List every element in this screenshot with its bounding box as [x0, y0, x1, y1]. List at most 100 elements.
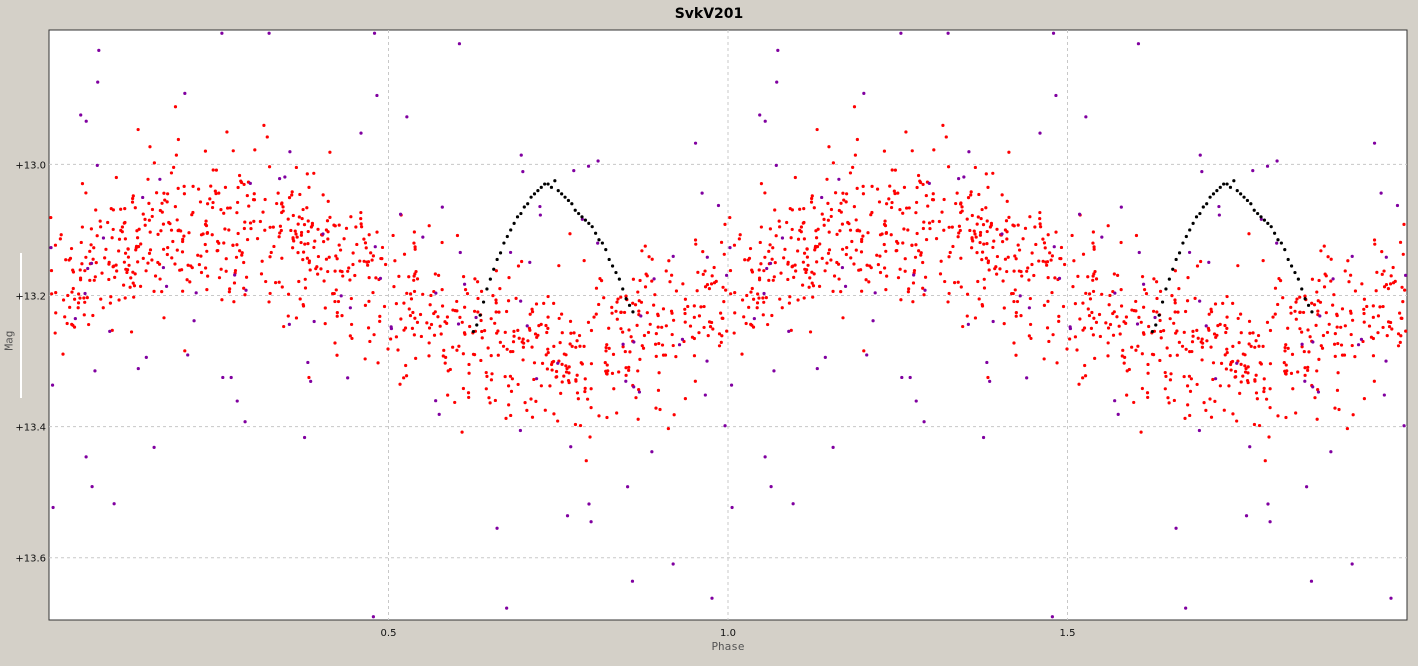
data-point	[1372, 238, 1377, 242]
data-point	[150, 258, 154, 262]
data-point	[543, 182, 547, 186]
data-point	[1115, 315, 1119, 319]
data-point	[1336, 341, 1340, 346]
data-point	[322, 240, 326, 244]
data-point	[815, 366, 819, 371]
data-point	[602, 296, 606, 300]
data-point	[1398, 311, 1402, 315]
data-point	[790, 227, 794, 232]
data-point	[1119, 240, 1123, 245]
data-point	[310, 221, 315, 225]
data-point	[1136, 344, 1140, 348]
data-point	[583, 386, 587, 390]
data-point	[702, 325, 706, 330]
data-point	[772, 275, 776, 279]
data-point	[1225, 182, 1229, 186]
data-point	[1083, 363, 1087, 368]
data-point	[623, 349, 627, 354]
data-point	[1283, 345, 1287, 350]
data-point	[1339, 325, 1343, 329]
data-point	[1057, 276, 1062, 280]
data-point	[1232, 179, 1236, 183]
data-point	[165, 200, 169, 204]
data-point	[342, 237, 346, 241]
data-point	[709, 282, 714, 286]
data-point	[806, 263, 810, 267]
data-point	[946, 165, 951, 169]
data-point	[967, 150, 971, 154]
data-point	[876, 262, 880, 267]
data-point	[167, 220, 171, 225]
data-point	[957, 224, 962, 228]
data-point	[1310, 277, 1314, 281]
data-point	[826, 218, 830, 222]
data-point	[197, 262, 201, 267]
data-point	[348, 334, 352, 338]
data-point	[597, 238, 601, 242]
data-point	[1347, 280, 1351, 284]
data-point	[705, 255, 709, 259]
data-point	[1093, 356, 1097, 360]
data-point	[84, 119, 88, 123]
data-point	[616, 297, 620, 301]
data-point	[146, 261, 150, 265]
data-point	[976, 215, 980, 219]
data-point	[719, 340, 723, 344]
data-point	[1263, 459, 1267, 463]
data-point	[117, 298, 121, 302]
data-point	[307, 185, 311, 189]
data-point	[737, 237, 741, 241]
data-point	[199, 233, 204, 237]
data-point	[896, 191, 900, 195]
data-point	[144, 269, 148, 273]
data-point	[1247, 319, 1252, 324]
data-point	[441, 354, 445, 358]
data-point	[767, 278, 771, 282]
data-point	[373, 245, 377, 249]
data-point	[1122, 320, 1126, 324]
data-point	[1362, 311, 1366, 316]
data-point	[755, 301, 760, 305]
data-point	[825, 177, 829, 181]
data-point	[158, 277, 162, 281]
data-point	[683, 320, 687, 324]
data-point	[1321, 333, 1326, 338]
data-point	[750, 286, 754, 291]
data-point	[579, 361, 583, 365]
data-point	[991, 319, 995, 324]
data-point	[1018, 294, 1022, 298]
data-point	[770, 257, 774, 261]
data-point	[946, 300, 950, 304]
data-point	[927, 181, 931, 185]
data-point	[360, 225, 364, 229]
data-point	[164, 284, 169, 288]
data-point	[1231, 344, 1235, 348]
data-point	[242, 226, 246, 231]
data-point	[978, 233, 983, 237]
data-point	[1038, 210, 1042, 215]
data-point	[1106, 224, 1110, 228]
data-point	[504, 416, 508, 420]
data-point	[969, 190, 973, 194]
data-point	[693, 379, 697, 383]
data-point	[721, 285, 725, 289]
data-point	[639, 314, 643, 318]
data-point	[130, 200, 135, 204]
data-point	[586, 164, 591, 168]
data-point	[841, 316, 845, 320]
data-point	[911, 300, 915, 304]
data-point	[901, 241, 905, 245]
data-point	[268, 255, 272, 259]
data-point	[841, 191, 845, 195]
data-point	[656, 313, 660, 318]
data-point	[1201, 205, 1205, 209]
data-point	[510, 377, 514, 381]
data-point	[1289, 305, 1293, 309]
data-point	[1261, 344, 1265, 348]
data-point	[278, 224, 282, 228]
data-point	[889, 205, 894, 210]
data-point	[664, 269, 668, 273]
data-point	[1073, 302, 1077, 306]
data-point	[706, 334, 710, 338]
data-point	[1293, 309, 1297, 313]
